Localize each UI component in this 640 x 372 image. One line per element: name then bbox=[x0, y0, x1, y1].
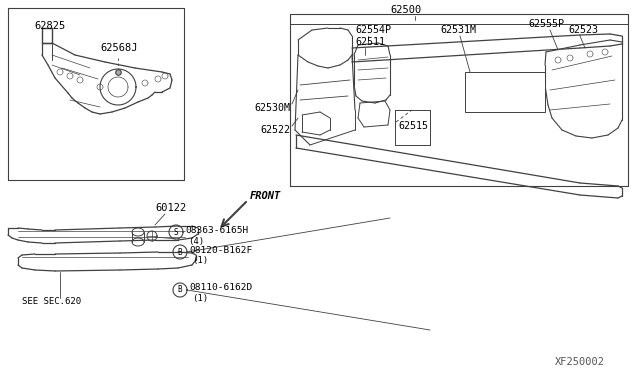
Text: 62568J: 62568J bbox=[100, 43, 138, 53]
Text: 62531M: 62531M bbox=[440, 25, 476, 35]
Text: 08110-6162D: 08110-6162D bbox=[189, 283, 252, 292]
Text: 62825: 62825 bbox=[34, 21, 65, 31]
Text: 62522: 62522 bbox=[260, 125, 290, 135]
Text: 08363-6165H: 08363-6165H bbox=[185, 225, 248, 234]
Text: 62511: 62511 bbox=[355, 37, 385, 47]
Bar bbox=[465, 72, 545, 112]
Ellipse shape bbox=[132, 238, 144, 246]
Text: FRONT: FRONT bbox=[250, 191, 281, 201]
Text: XF250002: XF250002 bbox=[555, 357, 605, 367]
Text: B: B bbox=[178, 247, 182, 257]
Text: 62523: 62523 bbox=[568, 25, 598, 35]
Text: SEE SEC.620: SEE SEC.620 bbox=[22, 298, 81, 307]
Text: 62500: 62500 bbox=[390, 5, 421, 15]
Text: S: S bbox=[173, 228, 179, 237]
Text: 96010F: 96010F bbox=[470, 87, 505, 97]
Text: 08120-B162F: 08120-B162F bbox=[189, 246, 252, 254]
Text: B: B bbox=[178, 285, 182, 295]
Text: (4): (4) bbox=[188, 237, 204, 246]
Text: 62554P: 62554P bbox=[355, 25, 391, 35]
Text: (1): (1) bbox=[192, 295, 208, 304]
Text: 62555P: 62555P bbox=[528, 19, 564, 29]
Text: (1): (1) bbox=[192, 257, 208, 266]
Text: 62530M: 62530M bbox=[254, 103, 290, 113]
Text: 60122: 60122 bbox=[155, 203, 186, 213]
Text: 62515: 62515 bbox=[398, 121, 428, 131]
